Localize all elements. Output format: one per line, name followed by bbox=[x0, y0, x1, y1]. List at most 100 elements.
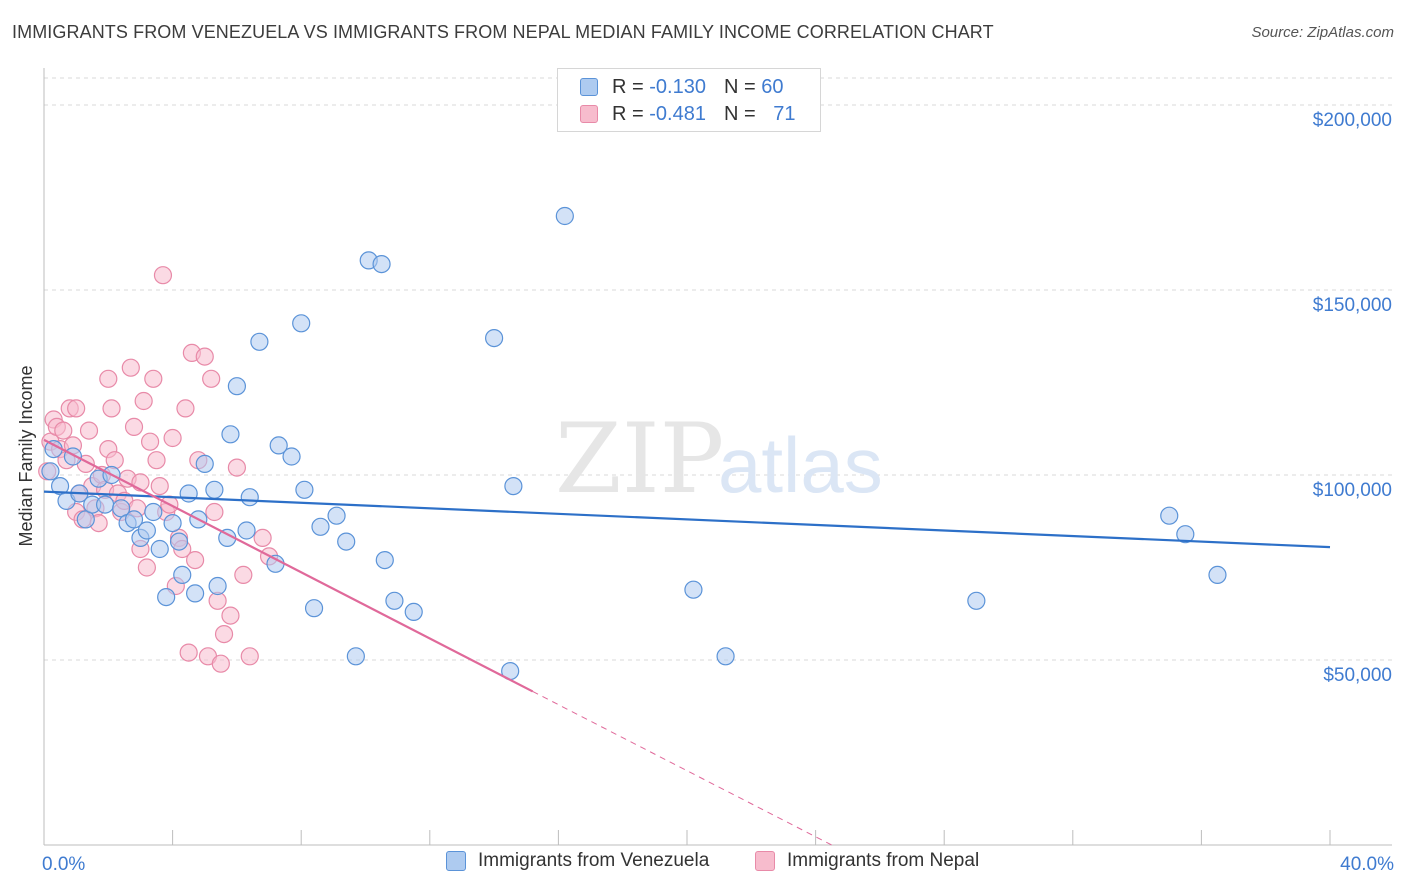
venezuela-point bbox=[157, 587, 176, 607]
venezuela-point bbox=[150, 539, 169, 559]
nepal-point bbox=[163, 428, 182, 448]
nepal-point bbox=[121, 358, 140, 377]
nepal-point bbox=[54, 421, 73, 440]
venezuela-point bbox=[346, 647, 365, 666]
y-axis-label: Median Family Income bbox=[16, 365, 36, 546]
nepal-trend-extension bbox=[532, 691, 832, 846]
nepal-point bbox=[176, 399, 195, 418]
venezuela-point bbox=[124, 510, 144, 529]
nepal-point bbox=[234, 565, 253, 585]
axes bbox=[43, 68, 1392, 846]
nepal-point bbox=[99, 369, 118, 388]
nepal-point bbox=[227, 458, 246, 477]
nepal-point bbox=[67, 399, 86, 418]
nepal-point bbox=[240, 647, 259, 666]
correlation-legend: R = -0.130 N = 60 R = -0.481 N = 71 bbox=[557, 68, 821, 132]
nepal-point bbox=[186, 550, 205, 570]
venezuela-point bbox=[282, 447, 301, 466]
venezuela-point bbox=[304, 599, 324, 618]
nepal-point bbox=[134, 391, 153, 411]
source-label: Source: ZipAtlas.com bbox=[1251, 24, 1394, 41]
nepal-point bbox=[137, 558, 156, 577]
venezuela-point bbox=[179, 484, 198, 503]
venezuela-point bbox=[205, 480, 224, 499]
venezuela-n-label: N = bbox=[723, 75, 762, 98]
nepal-n-value: 71 bbox=[773, 102, 796, 125]
legend-item-nepal: Immigrants from Nepal bbox=[755, 850, 979, 872]
nepal-point bbox=[253, 528, 272, 548]
nepal-point bbox=[144, 369, 163, 388]
legend-nepal-swatch bbox=[755, 851, 775, 871]
venezuela-point bbox=[227, 377, 246, 396]
venezuela-point bbox=[372, 255, 391, 274]
y-tick-label: $100,000 bbox=[1313, 480, 1392, 501]
venezuela-point bbox=[292, 314, 311, 333]
venezuela-r-value: -0.130 bbox=[649, 75, 706, 98]
venezuela-point bbox=[555, 206, 574, 226]
watermark-zip: ZIP bbox=[555, 403, 724, 515]
legend-row-nepal: R = -0.481 N = 71 bbox=[580, 101, 795, 127]
venezuela-point bbox=[195, 454, 214, 473]
venezuela-n-value: 60 bbox=[761, 75, 784, 98]
nepal-point bbox=[205, 502, 224, 522]
series-nepal-points bbox=[38, 266, 279, 673]
nepal-point bbox=[195, 347, 214, 366]
nepal-point bbox=[214, 624, 234, 644]
venezuela-point bbox=[967, 591, 986, 610]
venezuela-point bbox=[404, 602, 423, 622]
y-tick-label: $200,000 bbox=[1313, 110, 1392, 131]
venezuela-point bbox=[485, 329, 504, 348]
venezuela-point bbox=[221, 425, 240, 444]
x-tick-label: 0.0% bbox=[42, 854, 85, 875]
venezuela-point bbox=[269, 436, 288, 455]
venezuela-point bbox=[1160, 506, 1179, 525]
venezuela-point bbox=[41, 462, 60, 481]
y-tick-labels: $50,000 $100,000 $150,000 $200,000 bbox=[1313, 110, 1392, 686]
nepal-point bbox=[179, 643, 198, 662]
nepal-r-value: -0.481 bbox=[649, 102, 706, 125]
nepal-r-label: R = bbox=[612, 102, 650, 125]
legend-venezuela-label: Immigrants from Venezuela bbox=[478, 850, 710, 871]
venezuela-point bbox=[504, 477, 523, 496]
venezuela-point bbox=[716, 647, 735, 666]
venezuela-point bbox=[208, 576, 227, 596]
nepal-point bbox=[79, 421, 99, 440]
legend-row-venezuela: R = -0.130 N = 60 bbox=[580, 74, 783, 100]
y-tick-label: $50,000 bbox=[1323, 665, 1392, 686]
venezuela-point bbox=[240, 488, 259, 507]
nepal-point bbox=[140, 432, 160, 451]
nepal-point bbox=[211, 654, 230, 673]
venezuela-point bbox=[1176, 525, 1195, 544]
venezuela-point bbox=[375, 550, 394, 570]
legend-venezuela-swatch bbox=[446, 851, 466, 871]
nepal-n-label: N = bbox=[723, 102, 762, 125]
nepal-point bbox=[221, 606, 240, 625]
venezuela-trend-line bbox=[43, 490, 1331, 549]
nepal-point bbox=[105, 451, 124, 470]
nepal-point bbox=[153, 266, 173, 285]
nepal-point bbox=[147, 451, 166, 470]
nepal-point bbox=[102, 399, 121, 418]
x-tick-labels: 0.0% 40.0% bbox=[42, 854, 1394, 875]
legend-item-venezuela: Immigrants from Venezuela bbox=[446, 850, 709, 872]
venezuela-point bbox=[1208, 565, 1227, 585]
nepal-point bbox=[202, 369, 221, 388]
venezuela-point bbox=[237, 521, 256, 540]
venezuela-point bbox=[337, 532, 356, 551]
venezuela-point bbox=[173, 565, 192, 585]
venezuela-point bbox=[684, 580, 703, 599]
series-venezuela-points bbox=[41, 206, 1227, 681]
venezuela-point bbox=[95, 495, 115, 514]
venezuela-point bbox=[295, 480, 314, 499]
watermark: ZIP atlas bbox=[555, 403, 883, 515]
venezuela-point bbox=[144, 502, 163, 522]
nepal-swatch bbox=[580, 105, 598, 123]
venezuela-r-label: R = bbox=[612, 75, 650, 98]
venezuela-point bbox=[311, 517, 330, 536]
venezuela-swatch bbox=[580, 78, 598, 96]
venezuela-point bbox=[186, 584, 205, 603]
legend-nepal-label: Immigrants from Nepal bbox=[787, 850, 980, 871]
x-tick-label: 40.0% bbox=[1340, 854, 1394, 875]
venezuela-point bbox=[385, 591, 404, 610]
